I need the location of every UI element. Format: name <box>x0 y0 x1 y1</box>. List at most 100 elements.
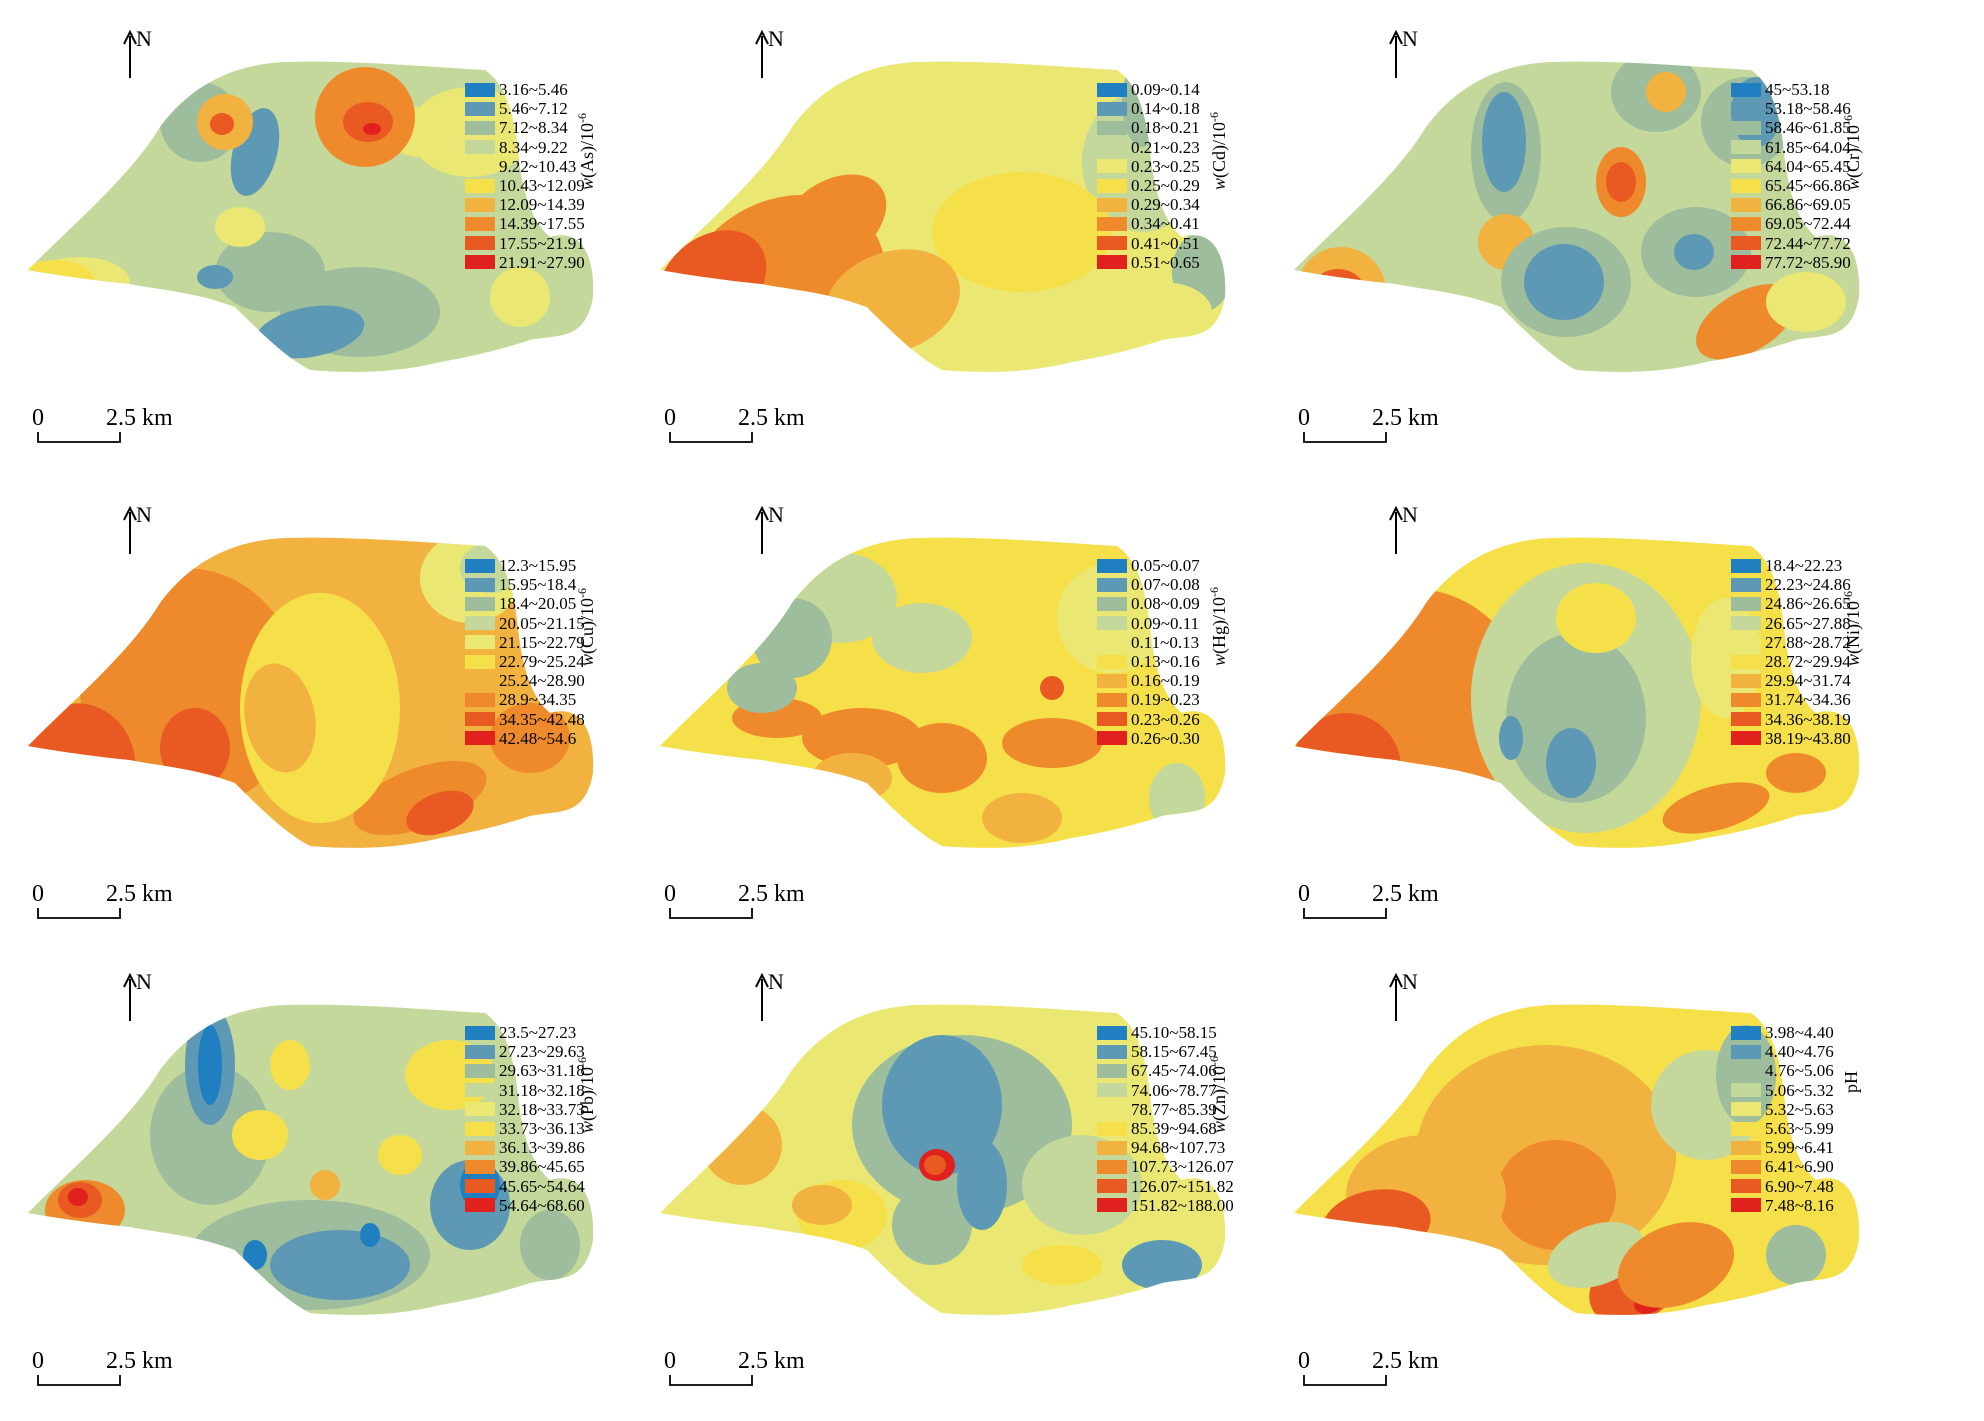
legend-swatch <box>1097 1179 1127 1194</box>
north-label: N <box>1402 969 1418 994</box>
legend-range-label: 61.85~64.04 <box>1765 137 1851 157</box>
legend-entry: 58.15~67.45 <box>1097 1042 1234 1061</box>
legend-entry: 64.04~65.45 <box>1731 157 1851 176</box>
north-label: N <box>768 969 784 994</box>
legend-range-label: 58.46~61.85 <box>1765 118 1851 138</box>
legend-entry: 15.95~18.4 <box>465 575 585 594</box>
legend-range-label: 0.23~0.26 <box>1131 709 1200 729</box>
concentration-zone <box>232 1110 288 1160</box>
legend-range-label: 6.41~6.90 <box>1765 1157 1834 1177</box>
concentration-zone <box>353 761 487 835</box>
legend-range-label: 31.74~34.36 <box>1765 690 1851 710</box>
concentration-zone <box>1122 1240 1202 1290</box>
legend-range-label: 33.73~36.13 <box>499 1119 585 1139</box>
legend-swatch <box>465 1121 495 1136</box>
legend-entry: 31.74~34.36 <box>1731 690 1851 709</box>
scale-distance-label: 2.5 km <box>106 405 173 431</box>
legend-swatch <box>1731 1102 1761 1117</box>
legend-swatch <box>465 140 495 155</box>
scale-zero-label: 0 <box>32 881 44 907</box>
legend-range-label: 0.16~0.19 <box>1131 671 1200 691</box>
legend-range-label: 31.18~32.18 <box>499 1080 585 1100</box>
scale-zero-label: 0 <box>664 881 676 907</box>
legend-range-label: 42.48~54.6 <box>499 728 577 748</box>
legend-range-label: 45.10~58.15 <box>1131 1023 1217 1043</box>
legend-entry: 0.18~0.21 <box>1097 118 1200 137</box>
north-label: N <box>1402 502 1418 527</box>
legend-unit-label: w(Hg)/10-6 <box>1207 586 1229 666</box>
concentration-zone <box>1496 1140 1616 1250</box>
legend-swatch <box>465 216 495 231</box>
concentration-zone <box>802 708 922 768</box>
concentration-zone <box>1112 282 1212 342</box>
legend-swatch <box>465 236 495 251</box>
legend-entry: 0.09~0.11 <box>1097 614 1200 633</box>
north-arrow-icon <box>755 30 769 78</box>
legend-entry: 77.72~85.90 <box>1731 253 1851 272</box>
concentration-zone <box>215 207 265 247</box>
legend-entry: 12.09~14.39 <box>465 195 585 214</box>
legend-entry: 69.05~72.44 <box>1731 214 1851 233</box>
concentration-zone <box>1499 716 1523 760</box>
legend-unit-label: w(Zn)/10-6 <box>1207 1056 1229 1133</box>
concentration-zone <box>378 1135 422 1175</box>
legend-entry: 9.22~10.43 <box>465 157 585 176</box>
concentration-zone <box>1310 269 1366 319</box>
legend-range-label: 39.86~45.65 <box>499 1157 585 1177</box>
concentration-zone <box>244 663 316 773</box>
legend-entry: 5.32~5.63 <box>1731 1100 1834 1119</box>
legend-swatch <box>1097 1159 1127 1174</box>
legend-range-label: 0.09~0.11 <box>1131 613 1200 633</box>
concentration-zone <box>1674 234 1714 270</box>
legend-range-label: 8.34~9.22 <box>499 137 568 157</box>
legend-entry: 22.23~24.86 <box>1731 575 1851 594</box>
legend-swatch <box>1731 1159 1761 1174</box>
legend-entry: 53.18~58.46 <box>1731 99 1851 118</box>
legend-entry: 74.06~78.77 <box>1097 1081 1234 1100</box>
legend-swatch <box>465 120 495 135</box>
concentration-zone <box>1646 72 1686 112</box>
scale-zero-label: 0 <box>1298 405 1310 431</box>
legend-swatch <box>1097 1083 1127 1098</box>
legend-swatch <box>1097 1063 1127 1078</box>
concentration-zone <box>406 790 474 836</box>
legend-swatch <box>1097 216 1127 231</box>
scale-zero-label: 0 <box>664 405 676 431</box>
legend-swatch <box>465 712 495 727</box>
concentration-zone <box>255 305 365 359</box>
concentration-zone <box>1617 1222 1735 1308</box>
map-panel-pb: N 0 2.5 km 23.5~27.23 27.23~29.63 29.63~31.18… <box>10 955 644 1421</box>
scale-distance-label: 2.5 km <box>106 1348 173 1374</box>
concentration-zone <box>68 1188 88 1206</box>
concentration-zone <box>1524 244 1604 320</box>
legend-swatch <box>1097 197 1127 212</box>
legend-entry: 27.23~29.63 <box>465 1042 585 1061</box>
legend-swatch <box>1097 596 1127 611</box>
legend-entry: 39.86~45.65 <box>465 1157 585 1176</box>
legend-range-label: 6.90~7.48 <box>1765 1176 1834 1196</box>
legend-entry: 45.10~58.15 <box>1097 1023 1234 1042</box>
legend-swatch <box>465 255 495 270</box>
concentration-map-pb <box>28 1004 594 1315</box>
legend-unit-label: w(Cr)/10-6 <box>1841 114 1863 190</box>
legend: 12.3~15.95 15.95~18.4 18.4~20.05 20.05~21.1… <box>465 556 585 748</box>
legend-range-label: 34.35~42.48 <box>499 709 585 729</box>
legend-entry: 18.4~20.05 <box>465 594 585 613</box>
legend-range-label: 65.45~66.86 <box>1765 176 1851 196</box>
concentration-zone <box>1040 676 1064 700</box>
legend-swatch <box>465 1198 495 1213</box>
legend-entry: 0.05~0.07 <box>1097 556 1200 575</box>
legend-range-label: 10.43~12.09 <box>499 176 585 196</box>
concentration-zone <box>1556 583 1636 653</box>
concentration-zone <box>1766 753 1826 793</box>
legend-range-label: 9.22~10.43 <box>499 156 577 176</box>
legend-entry: 27.88~28.72 <box>1731 633 1851 652</box>
legend-range-label: 0.21~0.23 <box>1131 137 1200 157</box>
legend-range-label: 0.05~0.07 <box>1131 556 1200 576</box>
north-arrow-icon <box>123 30 137 78</box>
legend-entry: 29.63~31.18 <box>465 1061 585 1080</box>
legend-swatch <box>1731 1140 1761 1155</box>
legend-swatch <box>1731 1121 1761 1136</box>
legend-entry: 5.99~6.41 <box>1731 1138 1834 1157</box>
